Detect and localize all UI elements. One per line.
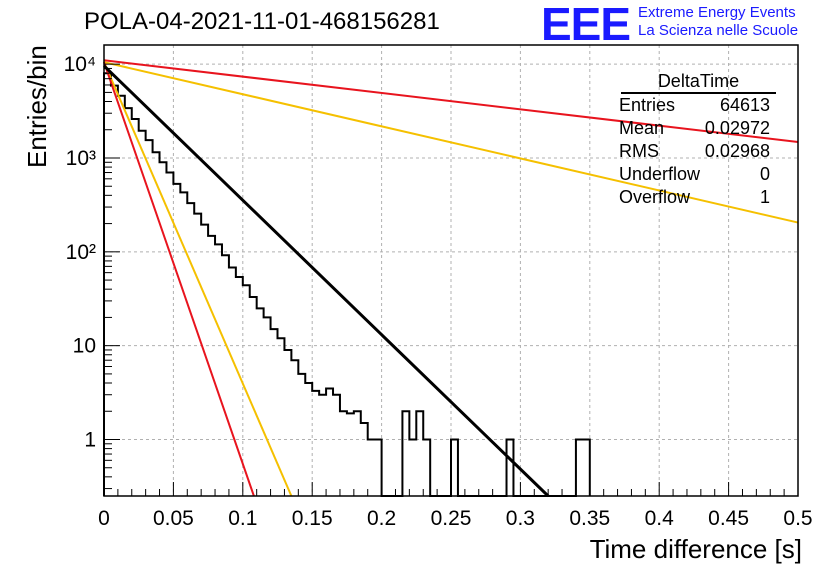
reference-line <box>103 59 799 144</box>
y-tick-label: 10³ <box>66 147 96 170</box>
stats-value: 64613 <box>719 95 770 115</box>
x-tick-label: 0.3 <box>506 507 535 530</box>
stats-row: Mean 0.02972 <box>611 117 776 140</box>
stats-row: Overflow 1 <box>611 186 776 209</box>
fit-line <box>102 64 550 498</box>
y-tick-label: 10⁴ <box>64 53 96 76</box>
y-tick-label: 10² <box>66 241 96 264</box>
stats-value: 0.02972 <box>704 118 770 138</box>
x-tick-label: 0.25 <box>431 507 472 530</box>
reference-line <box>103 61 293 497</box>
stats-label: Entries <box>619 95 676 115</box>
x-tick-label: 0.15 <box>292 507 333 530</box>
stats-value: 1 <box>759 187 770 207</box>
stats-label: Mean <box>619 118 665 138</box>
y-tick-label: 1 <box>84 429 96 452</box>
stats-box: DeltaTime Entries 64613 Mean 0.02972 RMS 0.… <box>611 70 776 209</box>
y-axis-label: Entries/bin <box>22 45 52 168</box>
eee-logo: EEE <box>541 0 631 50</box>
x-tick-label: 0.5 <box>783 507 812 530</box>
reference-line <box>103 61 255 497</box>
x-tick-label: 0.45 <box>708 507 749 530</box>
y-tick-label: 10 <box>73 335 96 358</box>
stats-value: 0 <box>759 164 770 184</box>
stats-row: Entries 64613 <box>611 94 776 117</box>
x-axis-label: Time difference [s] <box>589 534 802 564</box>
reference-line <box>103 61 799 224</box>
x-tick-label: 0.2 <box>367 507 396 530</box>
x-tick-label: 0 <box>98 507 110 530</box>
stats-label: Overflow <box>619 187 691 207</box>
x-tick-label: 0.35 <box>569 507 610 530</box>
logo-line-2: La Scienza nelle Scuole <box>638 22 799 39</box>
stats-label: Underflow <box>619 164 701 184</box>
stats-row: RMS 0.02968 <box>611 140 776 163</box>
stats-label: RMS <box>619 141 659 161</box>
stats-title: DeltaTime <box>621 70 776 94</box>
stats-value: 0.02968 <box>704 141 770 161</box>
x-tick-label: 0.05 <box>153 507 194 530</box>
x-tick-label: 0.4 <box>645 507 675 530</box>
x-tick-label: 0.1 <box>228 507 257 530</box>
logo-line-1: Extreme Energy Events <box>638 4 796 21</box>
chart-title: POLA-04-2021-11-01-468156281 <box>84 8 440 35</box>
stats-row: Underflow 0 <box>611 163 776 186</box>
